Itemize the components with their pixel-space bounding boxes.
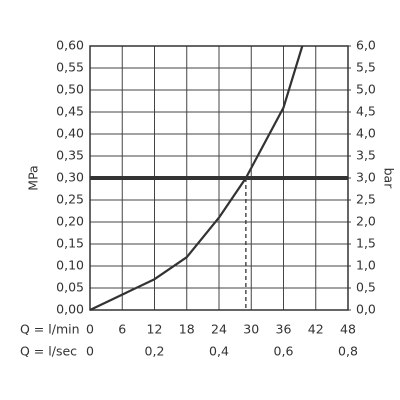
x-tick-label: 0 bbox=[86, 322, 94, 337]
y-tick-label: 0,40 bbox=[56, 126, 84, 141]
x-tick-label: 18 bbox=[179, 322, 195, 337]
x-tick-label: 12 bbox=[147, 322, 163, 337]
y-axis-label: MPa bbox=[26, 165, 41, 190]
y2-tick-label: 2,0 bbox=[356, 214, 376, 229]
y-tick-label: 0,20 bbox=[56, 214, 84, 229]
y-tick-label: 0,10 bbox=[56, 258, 84, 273]
x2-tick-label: 0,6 bbox=[274, 344, 294, 359]
x-tick-label: 6 bbox=[118, 322, 126, 337]
y-tick-label: 0,00 bbox=[56, 302, 84, 317]
y2-tick-label: 5,5 bbox=[356, 60, 376, 75]
x2-axis-label: Q = l/sec bbox=[20, 344, 77, 359]
y-tick-label: 0,15 bbox=[56, 236, 84, 251]
y-tick-label: 0,30 bbox=[56, 170, 84, 185]
y-tick-label: 0,45 bbox=[56, 104, 84, 119]
x-tick-label: 24 bbox=[211, 322, 227, 337]
y2-axis-label: bar bbox=[382, 168, 397, 190]
y-tick-label: 0,55 bbox=[56, 60, 84, 75]
y2-tick-label: 2,5 bbox=[356, 192, 376, 207]
y2-tick-label: 4,5 bbox=[356, 104, 376, 119]
x2-tick-label: 0,4 bbox=[209, 344, 229, 359]
y2-tick-label: 4,0 bbox=[356, 126, 376, 141]
curve bbox=[89, 45, 304, 311]
x-axis-label: Q = l/min bbox=[20, 322, 80, 337]
x-tick-label: 30 bbox=[243, 322, 259, 337]
y2-tick-label: 0,5 bbox=[356, 280, 376, 295]
x-tick-label: 42 bbox=[308, 322, 324, 337]
y2-tick-label: 0,0 bbox=[356, 302, 376, 317]
y2-tick-label: 6,0 bbox=[356, 38, 376, 53]
y-tick-label: 0,50 bbox=[56, 82, 84, 97]
y-tick-label: 0,60 bbox=[56, 38, 84, 53]
y2-tick-label: 5,0 bbox=[356, 82, 376, 97]
y-tick-label: 0,25 bbox=[56, 192, 84, 207]
y2-tick-label: 1,5 bbox=[356, 236, 376, 251]
x-tick-label: 48 bbox=[340, 322, 356, 337]
y-tick-label: 0,35 bbox=[56, 148, 84, 163]
y2-tick-label: 3,5 bbox=[356, 148, 376, 163]
y2-tick-label: 3,0 bbox=[356, 170, 376, 185]
x-tick-label: 36 bbox=[276, 322, 292, 337]
x2-tick-label: 0 bbox=[86, 344, 94, 359]
y2-tick-label: 1,0 bbox=[356, 258, 376, 273]
x2-tick-label: 0,2 bbox=[145, 344, 165, 359]
y-tick-label: 0,05 bbox=[56, 280, 84, 295]
x2-tick-label: 0,8 bbox=[338, 344, 358, 359]
